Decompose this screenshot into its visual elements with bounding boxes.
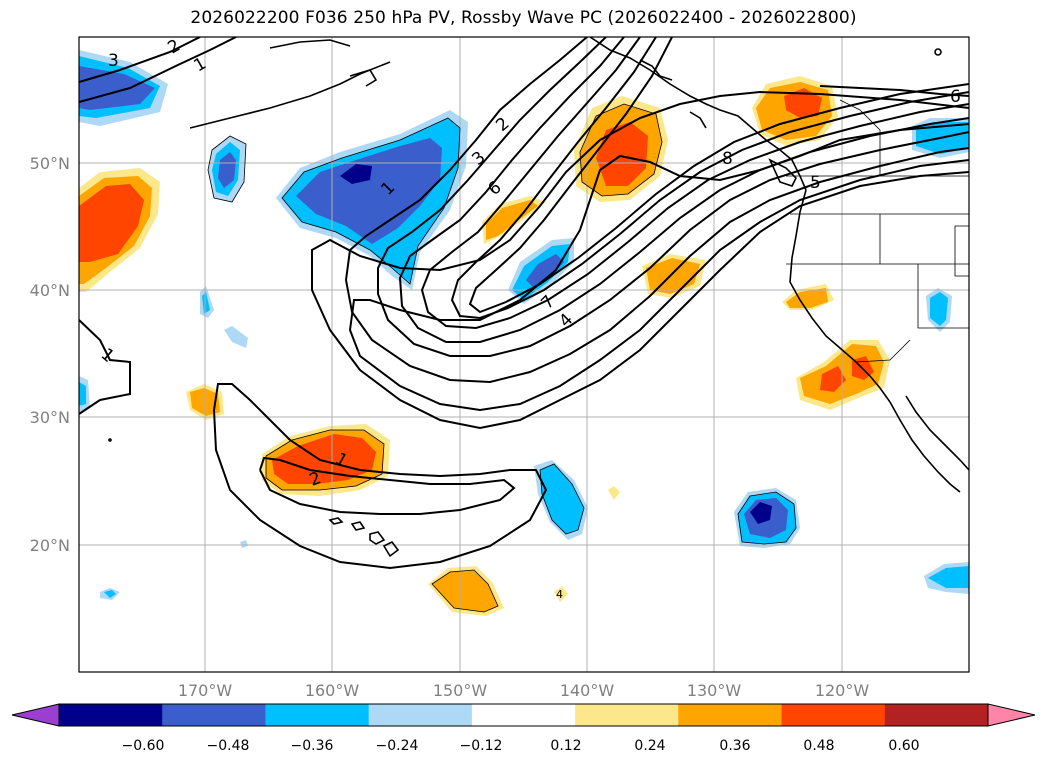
colorbar-cells — [59, 704, 989, 726]
colorbar-tick: 0.36 — [719, 738, 750, 754]
colorbar-tick: −0.48 — [207, 738, 250, 754]
lat-label: 40°N — [30, 281, 70, 300]
colorbar-tick: 0.12 — [550, 738, 581, 754]
lon-label: 120°W — [815, 681, 870, 700]
map-frame — [78, 36, 970, 673]
colorbar-frame — [58, 703, 989, 727]
colorbar-cell — [678, 704, 783, 726]
map-title: 2026022200 F036 250 hPa PV, Rossby Wave … — [190, 8, 857, 28]
colorbar-cell — [884, 704, 989, 726]
lon-label: 150°W — [433, 681, 488, 700]
colorbar-tick: −0.12 — [460, 738, 503, 754]
shading-outlines — [207, 103, 797, 613]
colorbar-tick: 0.48 — [803, 738, 834, 754]
contour-label: 6 — [950, 87, 961, 107]
colorbar-cell — [265, 704, 370, 726]
contour-label: 3 — [108, 51, 119, 71]
longitude-labels: 170°W 160°W 150°W 140°W 130°W 120°W — [178, 681, 870, 700]
lat-label: 50°N — [30, 154, 70, 173]
lat-label: 20°N — [30, 536, 70, 555]
colorbar-cell — [162, 704, 266, 726]
colorbar-tick: −0.60 — [122, 738, 165, 754]
coastlines — [108, 37, 969, 558]
lon-label: 130°W — [687, 681, 742, 700]
lon-label: 140°W — [560, 681, 615, 700]
lon-label: 160°W — [305, 681, 360, 700]
lon-label: 170°W — [178, 681, 233, 700]
contour-label: 4 — [556, 588, 563, 601]
latitude-labels: 50°N 40°N 30°N 20°N — [30, 154, 70, 555]
colorbar-cell — [471, 704, 576, 726]
contour-label: 5 — [810, 173, 821, 193]
colorbar-tick: 0.24 — [634, 738, 665, 754]
colorbar-ticks: −0.60 −0.48 −0.36 −0.24 −0.12 0.12 0.24 … — [122, 738, 920, 754]
pv-contours — [79, 37, 969, 570]
colorbar-tick: −0.24 — [376, 738, 419, 754]
colorbar-tick: 0.60 — [888, 738, 919, 754]
contour-label: 8 — [722, 149, 733, 169]
colorbar: −0.60 −0.48 −0.36 −0.24 −0.12 0.12 0.24 … — [11, 703, 1036, 754]
colorbar-extend-max — [987, 703, 1036, 727]
colorbar-cell — [368, 704, 473, 726]
political-borders — [786, 99, 969, 363]
colorbar-cell — [575, 704, 679, 726]
colorbar-cell — [59, 704, 163, 726]
colorbar-extend-min — [11, 703, 60, 727]
lat-label: 30°N — [30, 408, 70, 427]
map-plot-area: 3 2 1 2 3 6 1 8 5 6 1 7 4 1 2 4 — [79, 37, 969, 672]
colorbar-cell — [781, 704, 886, 726]
colorbar-tick: −0.36 — [291, 738, 334, 754]
anomaly-shading — [79, 50, 969, 616]
